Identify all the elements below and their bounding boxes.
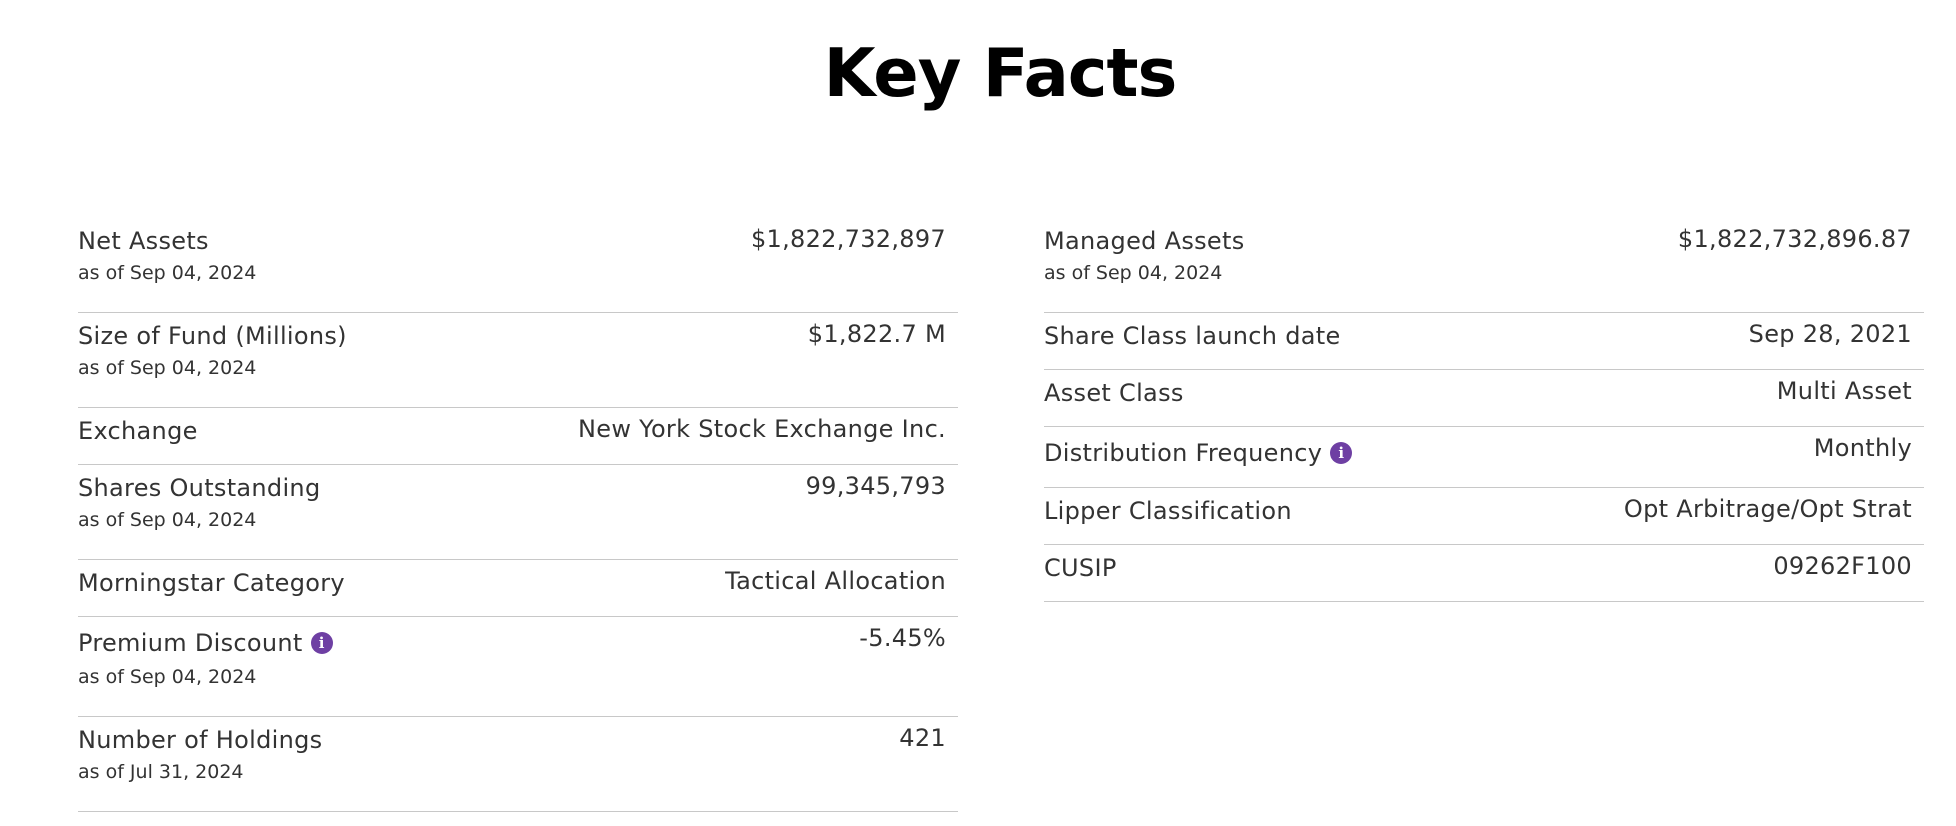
fact-date: as of Sep 04, 2024 — [78, 666, 257, 688]
fact-row-managed-assets: Managed Assets as of Sep 04, 2024 $1,822… — [1044, 218, 1924, 313]
fact-row-share-class-launch-date: Share Class launch date Sep 28, 2021 — [1044, 313, 1924, 370]
fact-value: Opt Arbitrage/Opt Strat — [1623, 495, 1912, 523]
fact-label: Net Assets — [78, 227, 209, 255]
fact-value: Sep 28, 2021 — [1748, 320, 1912, 348]
fact-label: Premium Discount — [78, 629, 303, 657]
fact-value: Multi Asset — [1776, 377, 1912, 405]
fact-value: 99,345,793 — [805, 472, 946, 500]
fact-label: Morningstar Category — [78, 569, 345, 597]
fact-label: Share Class launch date — [1044, 322, 1341, 350]
fact-label: Managed Assets — [1044, 227, 1245, 255]
fact-label: Exchange — [78, 417, 198, 445]
fact-date: as of Sep 04, 2024 — [1044, 262, 1223, 284]
fact-row-shares-outstanding: Shares Outstanding as of Sep 04, 2024 99… — [78, 465, 958, 560]
fact-row-distribution-frequency: Distribution Frequency i Monthly — [1044, 427, 1924, 488]
fact-date: as of Sep 04, 2024 — [78, 262, 257, 284]
fact-row-exchange: Exchange New York Stock Exchange Inc. — [78, 408, 958, 465]
fact-value: $1,822.7 M — [807, 320, 946, 348]
fact-label: Asset Class — [1044, 379, 1184, 407]
fact-row-lipper-classification: Lipper Classification Opt Arbitrage/Opt … — [1044, 488, 1924, 545]
fact-label: Number of Holdings — [78, 726, 323, 754]
fact-row-net-assets: Net Assets as of Sep 04, 2024 $1,822,732… — [78, 218, 958, 313]
fact-value: Tactical Allocation — [725, 567, 946, 595]
fact-value: -5.45% — [859, 624, 946, 652]
page-title: Key Facts — [823, 34, 1178, 112]
fact-row-number-of-holdings: Number of Holdings as of Jul 31, 2024 42… — [78, 717, 958, 812]
fact-value: Monthly — [1813, 434, 1912, 462]
fact-row-premium-discount: Premium Discount i as of Sep 04, 2024 -5… — [78, 617, 958, 717]
key-facts-left-column: Net Assets as of Sep 04, 2024 $1,822,732… — [78, 218, 958, 812]
fact-date: as of Sep 04, 2024 — [78, 509, 257, 531]
fact-label: Shares Outstanding — [78, 474, 321, 502]
fact-row-morningstar-category: Morningstar Category Tactical Allocation — [78, 560, 958, 617]
fact-label: Size of Fund (Millions) — [78, 322, 347, 350]
fact-date: as of Sep 04, 2024 — [78, 357, 257, 379]
fact-row-asset-class: Asset Class Multi Asset — [1044, 370, 1924, 427]
fact-row-cusip: CUSIP 09262F100 — [1044, 545, 1924, 602]
fact-value: New York Stock Exchange Inc. — [578, 415, 946, 443]
fact-value: $1,822,732,896.87 — [1677, 225, 1912, 253]
fact-label: Distribution Frequency — [1044, 439, 1323, 467]
info-icon[interactable]: i — [1330, 442, 1353, 464]
fact-date: as of Jul 31, 2024 — [78, 761, 244, 783]
fact-value: 09262F100 — [1773, 552, 1912, 580]
fact-value: 421 — [899, 724, 946, 752]
fact-label: CUSIP — [1044, 554, 1117, 582]
fact-row-size-of-fund: Size of Fund (Millions) as of Sep 04, 20… — [78, 313, 958, 408]
fact-label: Lipper Classification — [1044, 497, 1292, 525]
info-icon[interactable]: i — [310, 632, 333, 654]
key-facts-right-column: Managed Assets as of Sep 04, 2024 $1,822… — [1044, 218, 1924, 602]
fact-value: $1,822,732,897 — [750, 225, 946, 253]
